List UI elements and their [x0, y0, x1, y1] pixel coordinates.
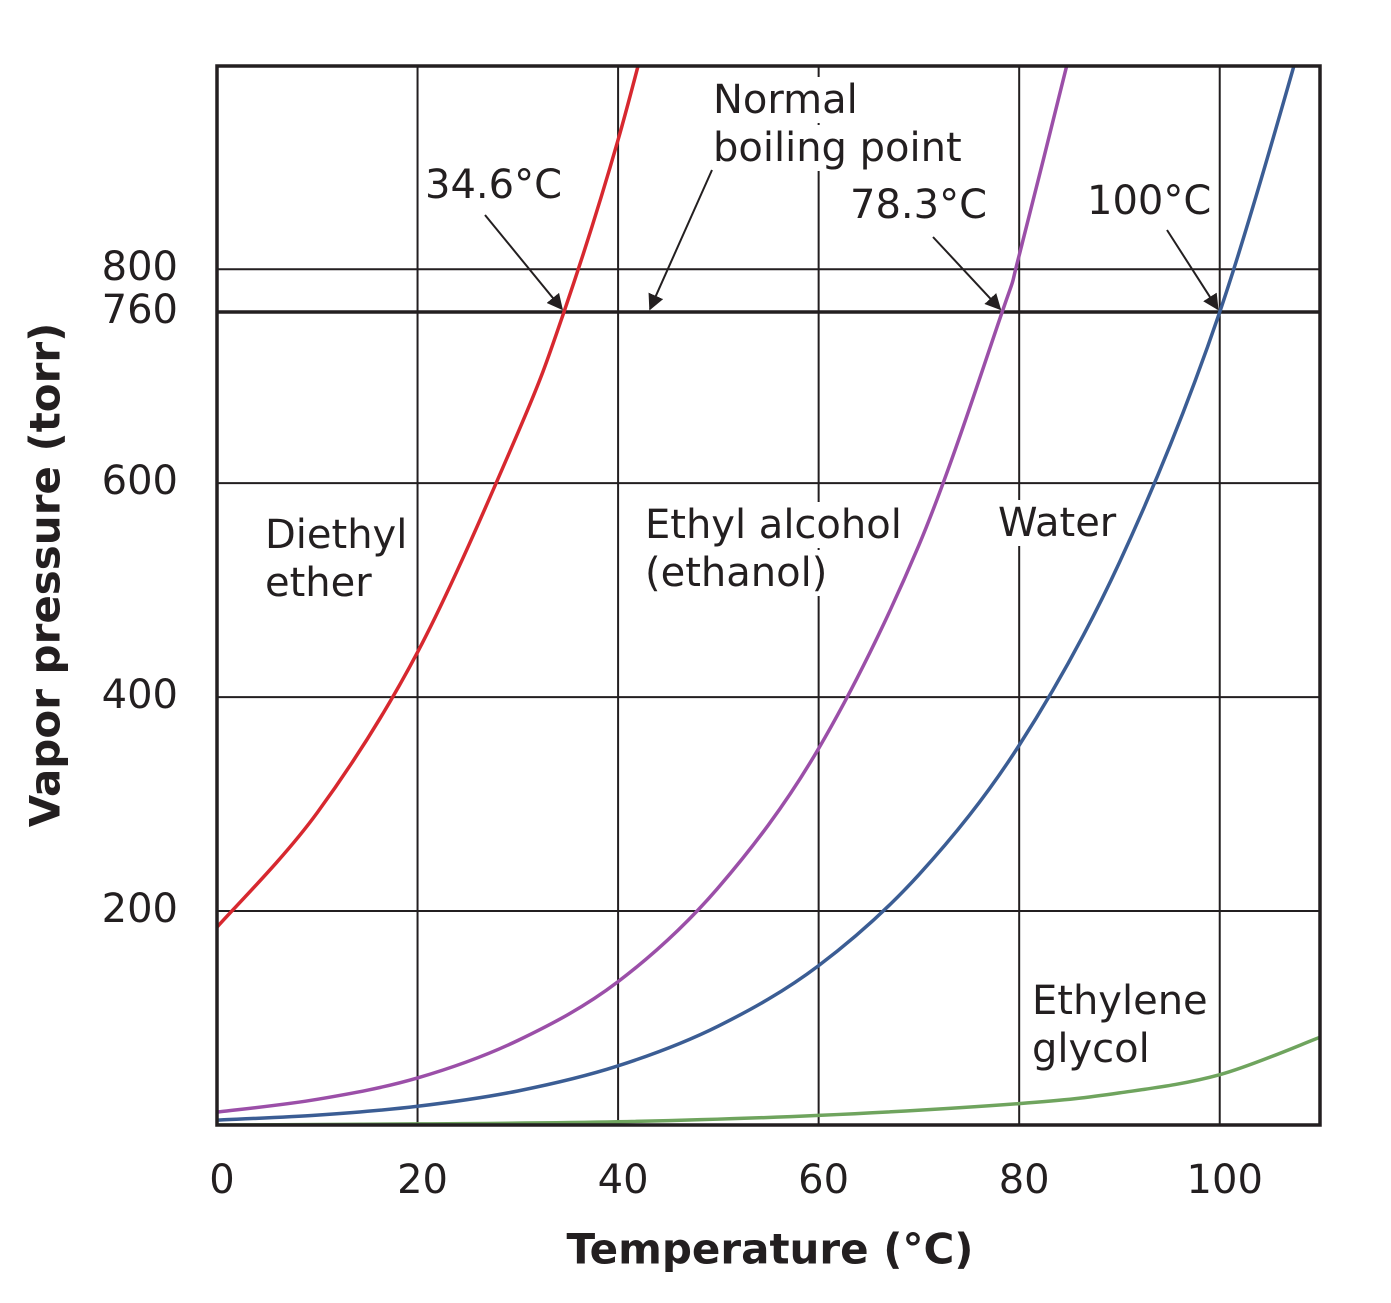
- series-label: Water: [998, 500, 1117, 546]
- label-background: [709, 125, 966, 171]
- series-label: glycol: [1032, 1026, 1150, 1072]
- series-label: Ethyl alcohol: [645, 502, 902, 548]
- annotation-label: Normal: [713, 77, 858, 123]
- series-line: [217, 66, 1296, 1122]
- series-label: Ethylene: [1032, 978, 1208, 1024]
- series-line: [217, 66, 1069, 1114]
- label-background: [1028, 1026, 1154, 1072]
- annotation-label: 100°C: [1087, 178, 1211, 224]
- series-label: (ethanol): [645, 550, 827, 596]
- annotation-label: 34.6°C: [425, 162, 562, 208]
- annotation-label: 78.3°C: [850, 182, 987, 228]
- x-tick-label: 80: [999, 1157, 1050, 1203]
- x-tick-label: 100: [1187, 1157, 1263, 1203]
- label-background: [1083, 178, 1216, 224]
- annotation-arrow: [1166, 229, 1219, 311]
- x-axis-label: Temperature (°C): [567, 1225, 974, 1274]
- annotation-arrow: [932, 236, 1002, 311]
- x-tick-label: 20: [397, 1157, 448, 1203]
- plot-frame: [215, 64, 1322, 1127]
- series-label: ether: [265, 560, 372, 606]
- label-background: [994, 500, 1121, 546]
- label-background: [421, 162, 566, 208]
- y-tick-label: 600: [102, 458, 178, 504]
- label-background: [1028, 978, 1212, 1024]
- label-background: [641, 502, 906, 548]
- label-background: [709, 77, 862, 123]
- y-axis-label: Vapor pressure (torr): [21, 323, 70, 828]
- y-tick-label: 760: [102, 287, 178, 333]
- x-tick-label: 40: [598, 1157, 649, 1203]
- annotation-arrow: [648, 169, 713, 311]
- series-label: Diethyl: [265, 512, 407, 558]
- label-background: [641, 550, 832, 596]
- x-tick-label: 0: [209, 1157, 234, 1203]
- series-line: [217, 1035, 1320, 1125]
- annotation-arrow: [484, 214, 563, 311]
- annotation-label: boiling point: [713, 125, 962, 171]
- label-background: [261, 512, 412, 558]
- series-line: [217, 66, 640, 929]
- y-tick-label: 800: [102, 244, 178, 290]
- label-background: [261, 560, 377, 606]
- label-background: [846, 182, 991, 228]
- plot-lines: [217, 66, 1320, 1125]
- y-tick-label: 400: [102, 672, 178, 718]
- y-tick-label: 200: [102, 886, 178, 932]
- x-tick-label: 60: [798, 1157, 849, 1203]
